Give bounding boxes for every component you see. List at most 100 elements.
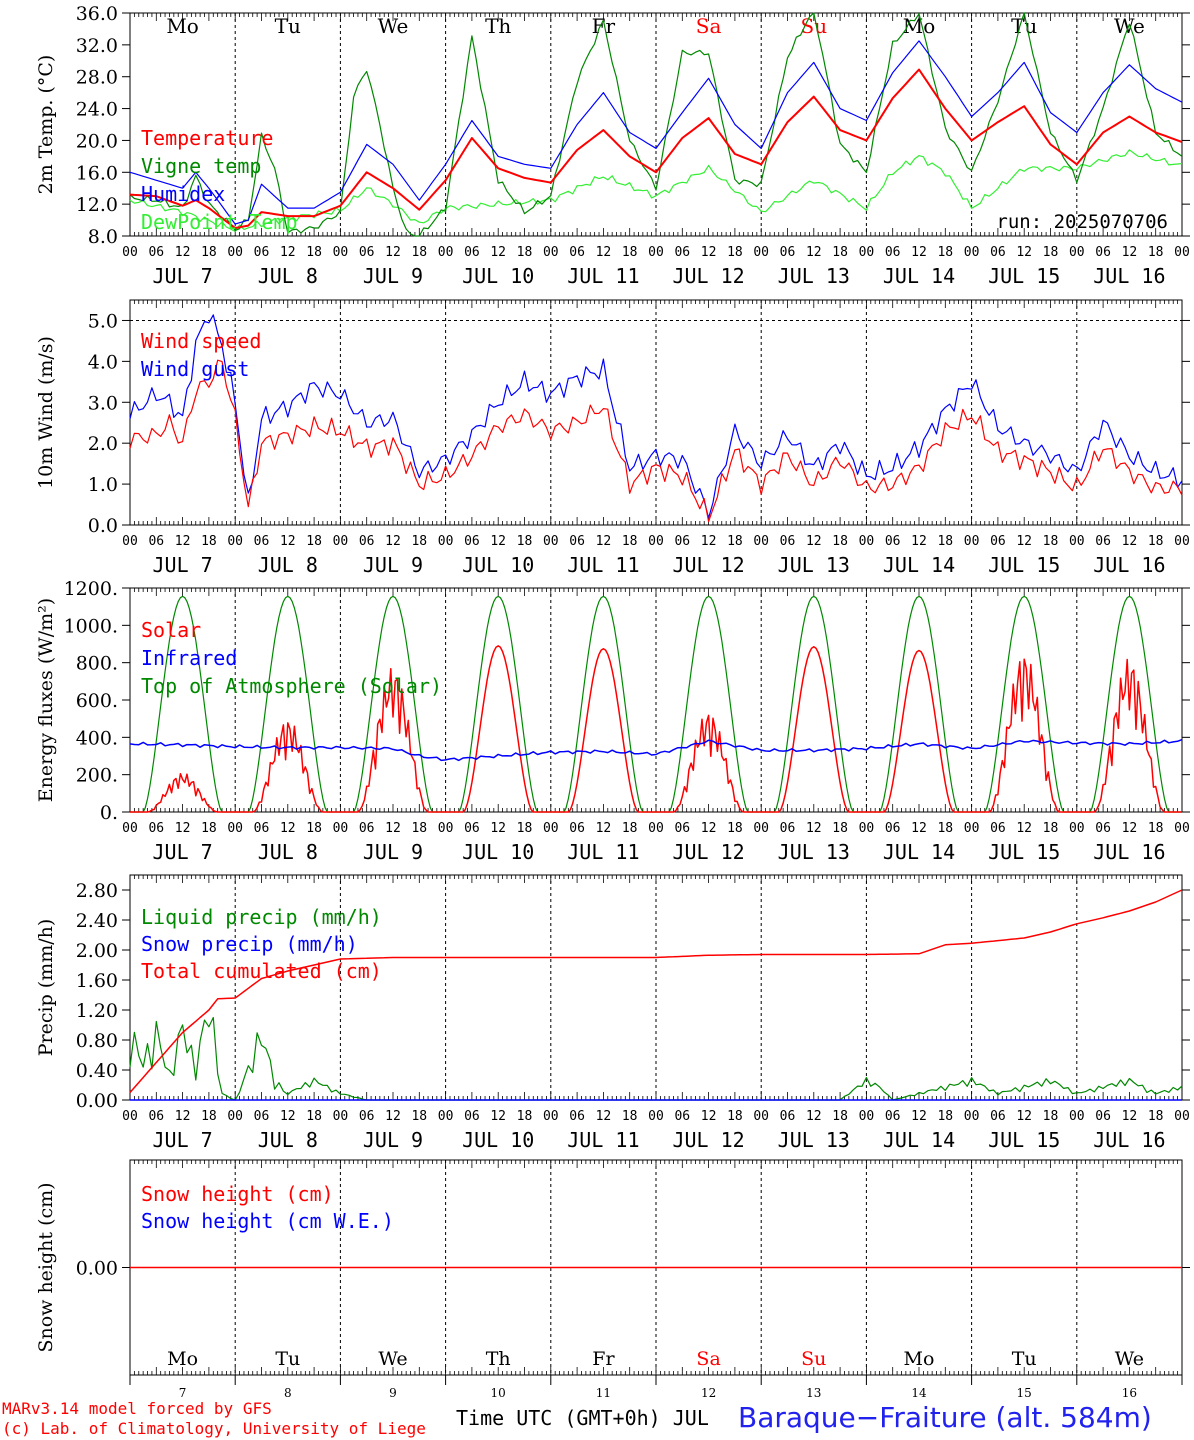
hour-tick-label: 12 <box>806 245 822 260</box>
date-label: JUL 14 <box>883 840 955 864</box>
hour-tick-label: 18 <box>727 821 743 836</box>
legend-entry: Liquid precip (mm/h) <box>141 905 382 929</box>
hour-tick-label: 00 <box>543 1109 559 1124</box>
hour-tick-label: 12 <box>911 245 927 260</box>
legend-entry: Total cumulated (cm) <box>141 959 382 983</box>
y-tick-label: 3.0 <box>88 392 118 414</box>
date-number: 11 <box>596 1386 611 1400</box>
legend-entry: Wind speed <box>141 329 261 353</box>
hour-tick-label: 06 <box>464 1109 480 1124</box>
legend-entry: Humidex <box>141 182 225 206</box>
day-name: Fr <box>592 14 616 38</box>
date-label: JUL 13 <box>778 840 850 864</box>
y-tick-label: 4.0 <box>88 351 118 373</box>
station-name: Baraque−Fraiture (alt. 584m) <box>738 1401 1152 1434</box>
y-axis-label: 10m Wind (m/s) <box>35 336 57 489</box>
hour-tick-label: 06 <box>674 1109 690 1124</box>
hour-tick-label: 00 <box>753 245 769 260</box>
day-name: Mo <box>903 14 936 38</box>
legend-entry: Infrared <box>141 646 237 670</box>
hour-tick-label: 18 <box>1148 821 1164 836</box>
y-tick-label: 2.0 <box>88 433 118 455</box>
hour-tick-label: 18 <box>832 245 848 260</box>
panel-5: Snow height (cm) 0.00 Snow height (cm) Snow… <box>35 1159 1190 1400</box>
day-name: We <box>378 14 409 38</box>
date-number: 10 <box>491 1386 506 1400</box>
series-line <box>129 40 1183 225</box>
series-line <box>129 359 1183 523</box>
hour-tick-label: 00 <box>543 821 559 836</box>
y-tick-label: 20.0 <box>76 130 118 152</box>
hour-tick-label: 12 <box>1122 534 1138 549</box>
panel-1: 00 06 12 18 00 06 12 18 00 06 12 18 00 06 12 18 00 06 12 18… <box>35 3 1190 288</box>
date-label: JUL 10 <box>462 840 534 864</box>
hour-tick-label: 12 <box>701 534 717 549</box>
hour-tick-label: 12 <box>490 1109 506 1124</box>
panel-frame <box>129 587 1183 813</box>
hour-tick-label: 00 <box>1069 1109 1085 1124</box>
day-name: We <box>1115 1348 1144 1370</box>
date-number: 7 <box>179 1386 187 1400</box>
hour-tick-label: 18 <box>1148 1109 1164 1124</box>
hour-tick-label: 00 <box>1174 821 1190 836</box>
day-name: Mo <box>167 1348 198 1370</box>
legend-entry: Snow height (cm) <box>141 1182 334 1206</box>
date-label: JUL 12 <box>672 1128 744 1152</box>
hour-tick-label: 12 <box>806 534 822 549</box>
hour-tick-label: 00 <box>333 821 349 836</box>
hour-tick-label: 18 <box>832 534 848 549</box>
hour-tick-label: 00 <box>122 245 138 260</box>
hour-tick-label: 06 <box>885 821 901 836</box>
day-name: We <box>378 1348 407 1370</box>
y-tick-label: 0.0 <box>88 515 118 537</box>
date-label: JUL 16 <box>1093 553 1165 577</box>
hour-tick-label: 06 <box>148 534 164 549</box>
hour-tick-label: 06 <box>674 534 690 549</box>
hour-tick-label: 00 <box>227 821 243 836</box>
hour-tick-label: 00 <box>438 534 454 549</box>
y-axis-label: Precip (mm/h) <box>35 919 57 1057</box>
hour-tick-label: 12 <box>490 534 506 549</box>
date-number: 9 <box>389 1386 397 1400</box>
panel-3: 00 06 12 18 00 06 12 18 00 06 12 18 00 06 12 18 00 06 12 18… <box>35 578 1190 864</box>
hour-tick-label: 00 <box>964 821 980 836</box>
hour-tick-label: 00 <box>859 1109 875 1124</box>
hour-tick-label: 00 <box>122 1109 138 1124</box>
hour-tick-label: 00 <box>438 245 454 260</box>
date-label: JUL 15 <box>988 1128 1060 1152</box>
hour-tick-label: 18 <box>832 1109 848 1124</box>
day-name: Th <box>486 1348 511 1370</box>
y-axis-label: 2m Temp. (°C) <box>35 55 57 195</box>
y-tick-label: 1.0 <box>88 474 118 496</box>
hour-tick-label: 06 <box>254 245 270 260</box>
hour-tick-label: 06 <box>359 534 375 549</box>
date-label: JUL 11 <box>567 553 639 577</box>
date-label: JUL 16 <box>1093 840 1165 864</box>
hour-tick-label: 00 <box>438 1109 454 1124</box>
y-tick-label: 8.0 <box>88 226 118 248</box>
hour-tick-label: 00 <box>227 1109 243 1124</box>
date-label: JUL 8 <box>258 840 318 864</box>
hour-tick-label: 06 <box>885 534 901 549</box>
hour-tick-label: 00 <box>122 821 138 836</box>
date-label: JUL 12 <box>672 553 744 577</box>
hour-tick-label: 00 <box>1069 821 1085 836</box>
hour-tick-label: 18 <box>622 245 638 260</box>
hour-tick-label: 18 <box>727 245 743 260</box>
model-credit-line1: MARv3.14 model forced by GFS <box>2 1399 272 1418</box>
day-name: Th <box>485 14 511 38</box>
hour-tick-label: 12 <box>911 534 927 549</box>
legend-entry: Solar <box>141 618 201 642</box>
date-label: JUL 16 <box>1093 1128 1165 1152</box>
hour-tick-label: 06 <box>990 821 1006 836</box>
hour-tick-label: 12 <box>806 821 822 836</box>
hour-tick-label: 06 <box>359 1109 375 1124</box>
y-tick-label: 2.80 <box>76 880 118 902</box>
hour-tick-label: 12 <box>1122 245 1138 260</box>
date-number: 12 <box>701 1386 716 1400</box>
hour-tick-label: 06 <box>359 821 375 836</box>
hour-tick-label: 00 <box>543 245 559 260</box>
date-label: JUL 15 <box>988 553 1060 577</box>
panel-4: 00 06 12 18 00 06 12 18 00 06 12 18 00 06 12 18 00 06 12 18… <box>35 874 1190 1152</box>
hour-tick-label: 06 <box>254 821 270 836</box>
